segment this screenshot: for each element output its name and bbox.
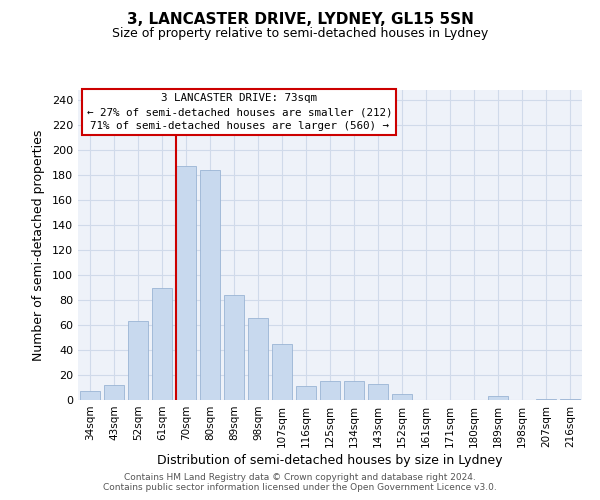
Bar bbox=[176, 166, 196, 400]
Y-axis label: Number of semi-detached properties: Number of semi-detached properties bbox=[32, 130, 45, 360]
Text: Contains HM Land Registry data © Crown copyright and database right 2024.
Contai: Contains HM Land Registry data © Crown c… bbox=[103, 473, 497, 492]
Text: Size of property relative to semi-detached houses in Lydney: Size of property relative to semi-detach… bbox=[112, 28, 488, 40]
Bar bbox=[272, 344, 292, 400]
Bar bbox=[368, 384, 388, 400]
Bar bbox=[152, 288, 172, 400]
Text: 3 LANCASTER DRIVE: 73sqm
← 27% of semi-detached houses are smaller (212)
71% of : 3 LANCASTER DRIVE: 73sqm ← 27% of semi-d… bbox=[86, 93, 392, 131]
Bar bbox=[224, 295, 244, 400]
Bar bbox=[104, 385, 124, 400]
X-axis label: Distribution of semi-detached houses by size in Lydney: Distribution of semi-detached houses by … bbox=[157, 454, 503, 467]
Bar bbox=[80, 391, 100, 400]
Bar bbox=[200, 170, 220, 400]
Bar bbox=[248, 318, 268, 400]
Bar bbox=[296, 386, 316, 400]
Bar bbox=[488, 396, 508, 400]
Bar bbox=[344, 381, 364, 400]
Bar bbox=[560, 399, 580, 400]
Text: 3, LANCASTER DRIVE, LYDNEY, GL15 5SN: 3, LANCASTER DRIVE, LYDNEY, GL15 5SN bbox=[127, 12, 473, 28]
Bar bbox=[392, 394, 412, 400]
Bar bbox=[536, 399, 556, 400]
Bar bbox=[128, 322, 148, 400]
Bar bbox=[320, 381, 340, 400]
